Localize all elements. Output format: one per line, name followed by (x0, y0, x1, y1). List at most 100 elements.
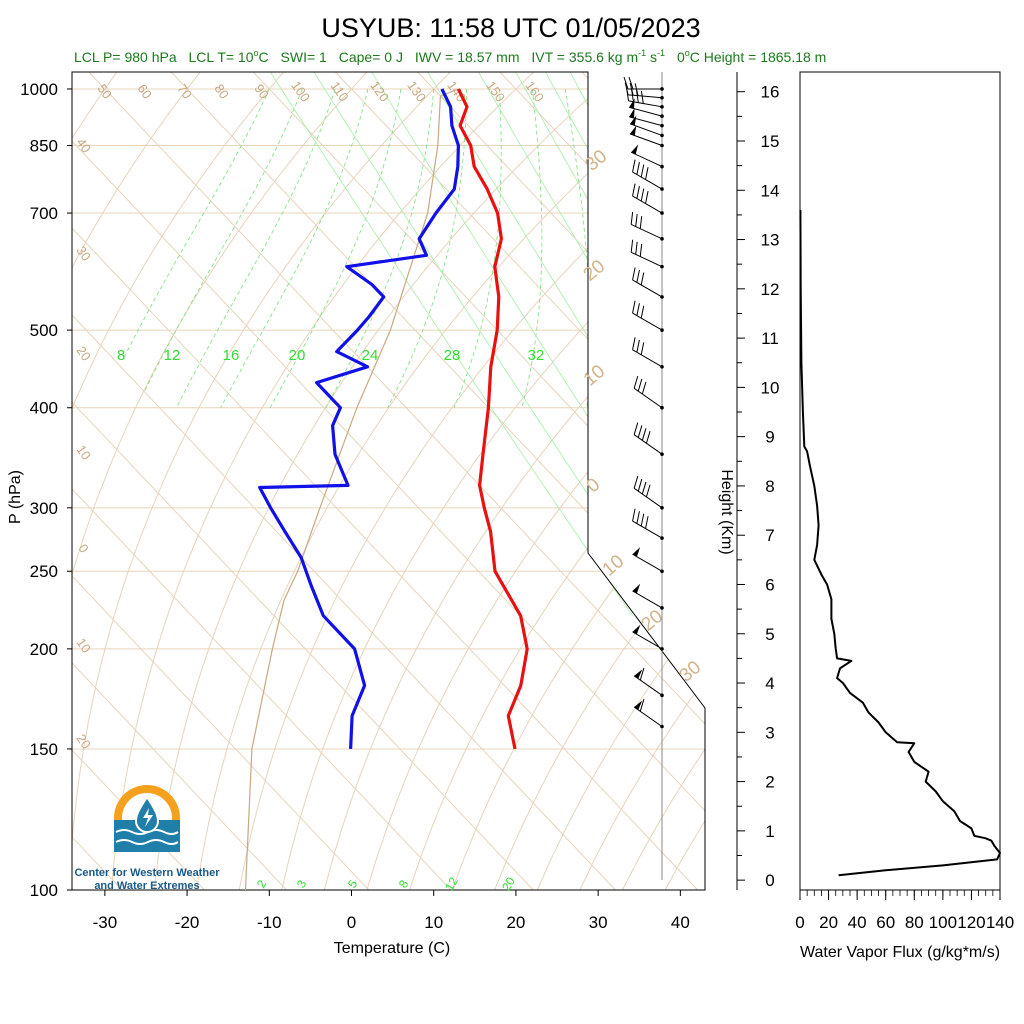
wind-level-dot (660, 536, 664, 540)
wind-flag (632, 624, 641, 635)
wind-feather (636, 162, 640, 175)
mixing-ratio-label: 24 (362, 347, 379, 364)
y-tick-label: 700 (30, 204, 58, 223)
wind-feather (639, 667, 645, 681)
flux-x-tick-label: 140 (986, 913, 1014, 932)
wind-barb (632, 520, 663, 539)
wind-feather (636, 90, 639, 103)
isotherm-line (72, 72, 205, 890)
wind-level-dot (660, 693, 664, 698)
skew-grid (72, 72, 1024, 890)
wind-barb (633, 487, 663, 509)
wind-feather (641, 481, 647, 495)
isotherm-line (335, 72, 705, 890)
wind-feather (623, 76, 629, 90)
wind-feather (630, 239, 634, 253)
wind-feather (632, 300, 636, 314)
lcl-pressure: LCL P= 980 hPa (74, 49, 177, 65)
wind-feather (641, 381, 647, 395)
height-axis-title: Height (Km) (718, 469, 735, 554)
dry-adiabat (72, 72, 451, 890)
dry-adiabat (878, 72, 1024, 890)
wind-level-dot (660, 405, 664, 410)
wind-flag (630, 115, 637, 126)
y-tick-label: 500 (30, 321, 58, 340)
dry-adiabat-label: 100 (288, 78, 313, 104)
logo-line1: Center for Western Weather (74, 867, 220, 879)
height-tick-label: 16 (761, 83, 780, 102)
dry-adiabat (579, 72, 705, 890)
wind-barb (630, 151, 663, 168)
dry-adiabat-label: 70 (174, 81, 195, 101)
wind-barb (632, 195, 663, 214)
wind-feather (637, 478, 643, 492)
wind-feather (637, 425, 643, 438)
mixing-ratio-line (590, 72, 705, 616)
skew-t-plot (244, 88, 529, 890)
wind-feather (632, 267, 636, 281)
wind-feather (633, 375, 639, 389)
mixing-ratio-lower-label: 2 (254, 877, 270, 890)
wind-feather (637, 378, 643, 392)
dry-adiabat-label: 50 (94, 81, 115, 101)
wind-level-dot (660, 164, 664, 169)
iwv-value: IWV = 18.57 mm (415, 49, 520, 65)
wind-barb (633, 434, 663, 455)
dry-adiabat (835, 72, 1024, 890)
height-tick-label: 15 (761, 132, 780, 151)
cape-value: Cape= 0 J (339, 49, 403, 65)
mixing-ratio-line (478, 72, 705, 616)
isotherm-label: 30 (582, 146, 612, 176)
wind-barb (632, 553, 663, 572)
mixing-ratio-line (515, 72, 705, 616)
height-tick-label: 4 (765, 674, 774, 693)
mixing-ratio-lower-label: 20 (499, 874, 518, 893)
cw3e-logo: Center for Western Weather and Water Ext… (74, 785, 220, 892)
isotherm-line (581, 72, 705, 890)
wind-flag (632, 583, 641, 594)
side-isotherm-label: 20 (73, 343, 94, 363)
wind-feather (628, 76, 634, 90)
moist-adiabat (387, 88, 467, 408)
dry-adiabat-label: 60 (134, 81, 155, 101)
x-tick-label: 20 (506, 913, 525, 932)
wind-feather (640, 164, 645, 178)
isotherm-line (72, 72, 287, 890)
wind-flag (629, 98, 635, 109)
wind-feather (636, 303, 640, 316)
freezing-level: 0 (677, 49, 685, 65)
isotherm-label: 10 (580, 361, 610, 391)
skew-frame (71, 71, 706, 891)
wind-feather (636, 269, 640, 283)
flux-frame (799, 71, 1001, 891)
y-tick-label: 300 (30, 499, 58, 518)
wind-feather (639, 243, 643, 257)
wind-barb-column (623, 72, 664, 880)
mixing-ratio-line (269, 72, 633, 616)
wind-barb (630, 251, 663, 268)
logo-bolt-icon (143, 808, 153, 827)
dry-adiabat (536, 72, 705, 890)
dry-adiabat (72, 72, 201, 890)
height-tick-label: 8 (765, 477, 774, 496)
wind-feather (632, 183, 636, 197)
side-isotherm-label: 10 (73, 442, 94, 462)
y-tick-label: 200 (30, 640, 58, 659)
wind-feather (632, 508, 636, 522)
wind-barb (629, 133, 663, 146)
wind-level-dot (660, 647, 664, 651)
dry-adiabat-label: 130 (404, 78, 429, 104)
flux-x-tick-label: 20 (819, 913, 838, 932)
dry-adiabat-label: 160 (522, 78, 547, 104)
height-tick-label: 12 (761, 280, 780, 299)
wind-feather (632, 159, 636, 173)
height-tick-label: 10 (761, 378, 780, 397)
wind-feather (641, 428, 647, 441)
y-tick-label: 850 (30, 137, 58, 156)
wind-level-dot (660, 295, 664, 299)
x-tick-label: -20 (175, 913, 200, 932)
wind-feather (639, 216, 643, 229)
y-axis-title: P (hPa) (7, 470, 24, 524)
